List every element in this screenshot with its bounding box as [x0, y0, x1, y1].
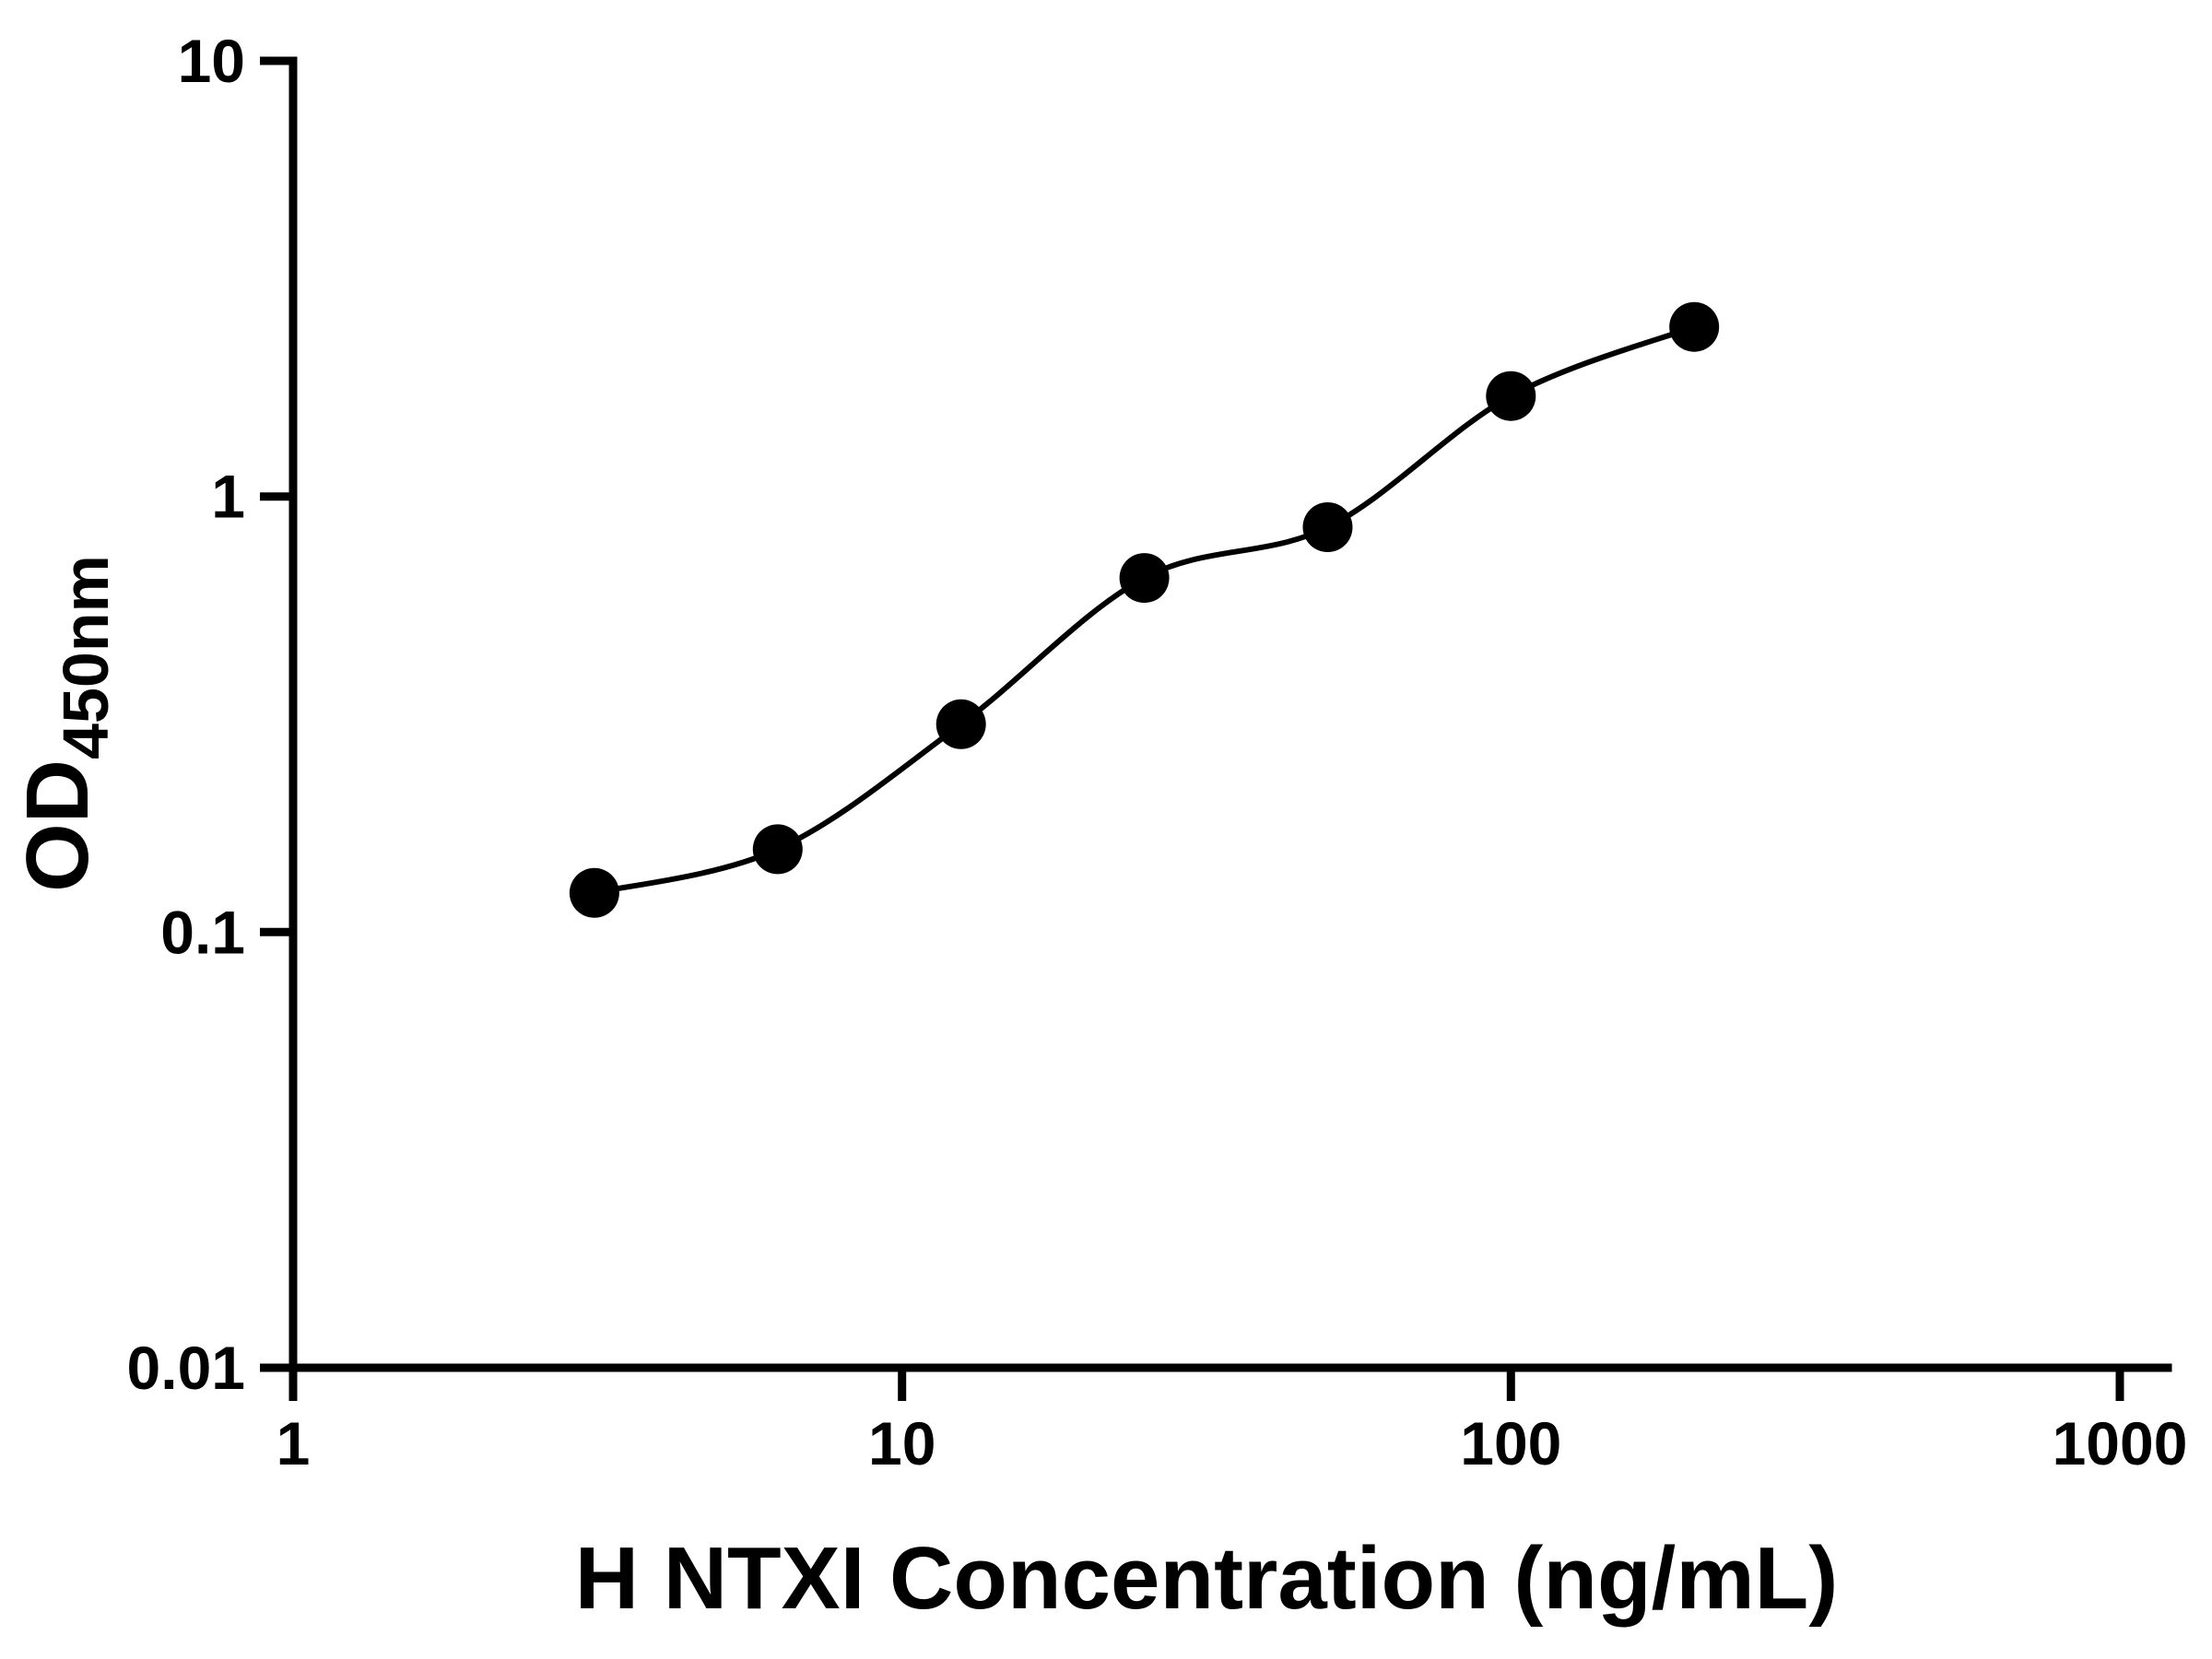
data-point	[752, 824, 803, 875]
data-point	[1119, 553, 1170, 604]
data-point	[1302, 502, 1353, 552]
x-tick-label: 1000	[2053, 1409, 2188, 1477]
y-axis-title-sub: 450nm	[50, 555, 122, 759]
ticks-group	[260, 56, 2124, 1401]
y-tick-label: 10	[178, 27, 245, 95]
data-point	[569, 867, 619, 918]
y-tick-label: 0.1	[160, 898, 245, 966]
tick-labels-group: 1 10 100 1000 0.01 0.1 1 10	[127, 27, 2188, 1477]
data-points-group	[569, 301, 1720, 918]
data-point	[935, 699, 986, 749]
y-axis-title-main: OD	[8, 759, 107, 892]
y-axis-title: OD450nm	[8, 555, 122, 892]
axes-group	[288, 56, 2172, 1372]
data-point	[1669, 301, 1720, 352]
data-point	[1486, 371, 1536, 421]
x-tick-label: 10	[868, 1409, 935, 1477]
x-tick-label: 1	[276, 1409, 311, 1477]
x-axis-title: H NTXI Concentration (ng/mL)	[575, 1529, 1839, 1628]
y-tick-label: 0.01	[127, 1334, 245, 1402]
x-tick-label: 100	[1460, 1409, 1561, 1477]
y-tick-label: 1	[211, 463, 245, 531]
